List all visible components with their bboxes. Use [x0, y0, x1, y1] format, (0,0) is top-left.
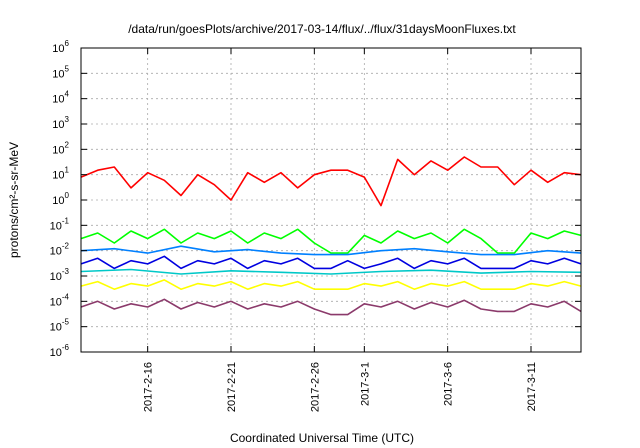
series-line-1 — [80, 156, 582, 207]
y-tick-label: 10-6 — [50, 343, 70, 359]
x-tick-label: 2017-2-16 — [143, 362, 155, 412]
x-tick-label: 2017-2-21 — [226, 362, 238, 412]
y-tick-label: 10-1 — [50, 216, 70, 232]
y-tick-label: 10-2 — [50, 242, 70, 258]
y-tick-label: 10-5 — [50, 318, 70, 334]
series-line-7 — [80, 298, 582, 316]
series-line-2 — [80, 228, 582, 254]
x-tick-label: 2017-3-6 — [443, 362, 455, 406]
y-tick-label: 10-4 — [50, 292, 70, 308]
y-tick-label: 10-3 — [50, 267, 70, 283]
y-tick-label: 102 — [52, 140, 69, 156]
x-tick-label: 2017-3-11 — [526, 362, 538, 411]
y-axis-label: protons/cm²-s-sr-MeV — [7, 142, 21, 258]
series-line-3 — [80, 245, 582, 256]
grid-lines — [81, 47, 581, 353]
y-tick-label: 105 — [52, 64, 69, 80]
chart-title: /data/run/goesPlots/archive/2017-03-14/f… — [128, 22, 516, 36]
x-tick-label: 2017-3-1 — [359, 362, 371, 406]
y-tick-label: 104 — [52, 90, 69, 106]
y-tick-label: 106 — [52, 39, 69, 55]
plot-series — [80, 156, 582, 316]
y-tick-labels: 10-6 10-5 10-4 10-3 10-2 10-1 100 101 102 103 104 1… — [50, 39, 581, 359]
series-line-4 — [80, 255, 582, 270]
x-axis-label: Coordinated Universal Time (UTC) — [230, 431, 414, 445]
y-tick-label: 103 — [52, 115, 69, 131]
y-tick-label: 100 — [52, 191, 69, 207]
x-tick-labels: 2017-2-16 2017-2-21 2017-2-26 2017-3-1 2017-… — [143, 48, 538, 412]
series-line-6 — [80, 279, 582, 291]
x-tick-label: 2017-2-26 — [309, 362, 321, 412]
series-line-5 — [80, 268, 582, 275]
y-tick-label: 101 — [52, 166, 69, 182]
